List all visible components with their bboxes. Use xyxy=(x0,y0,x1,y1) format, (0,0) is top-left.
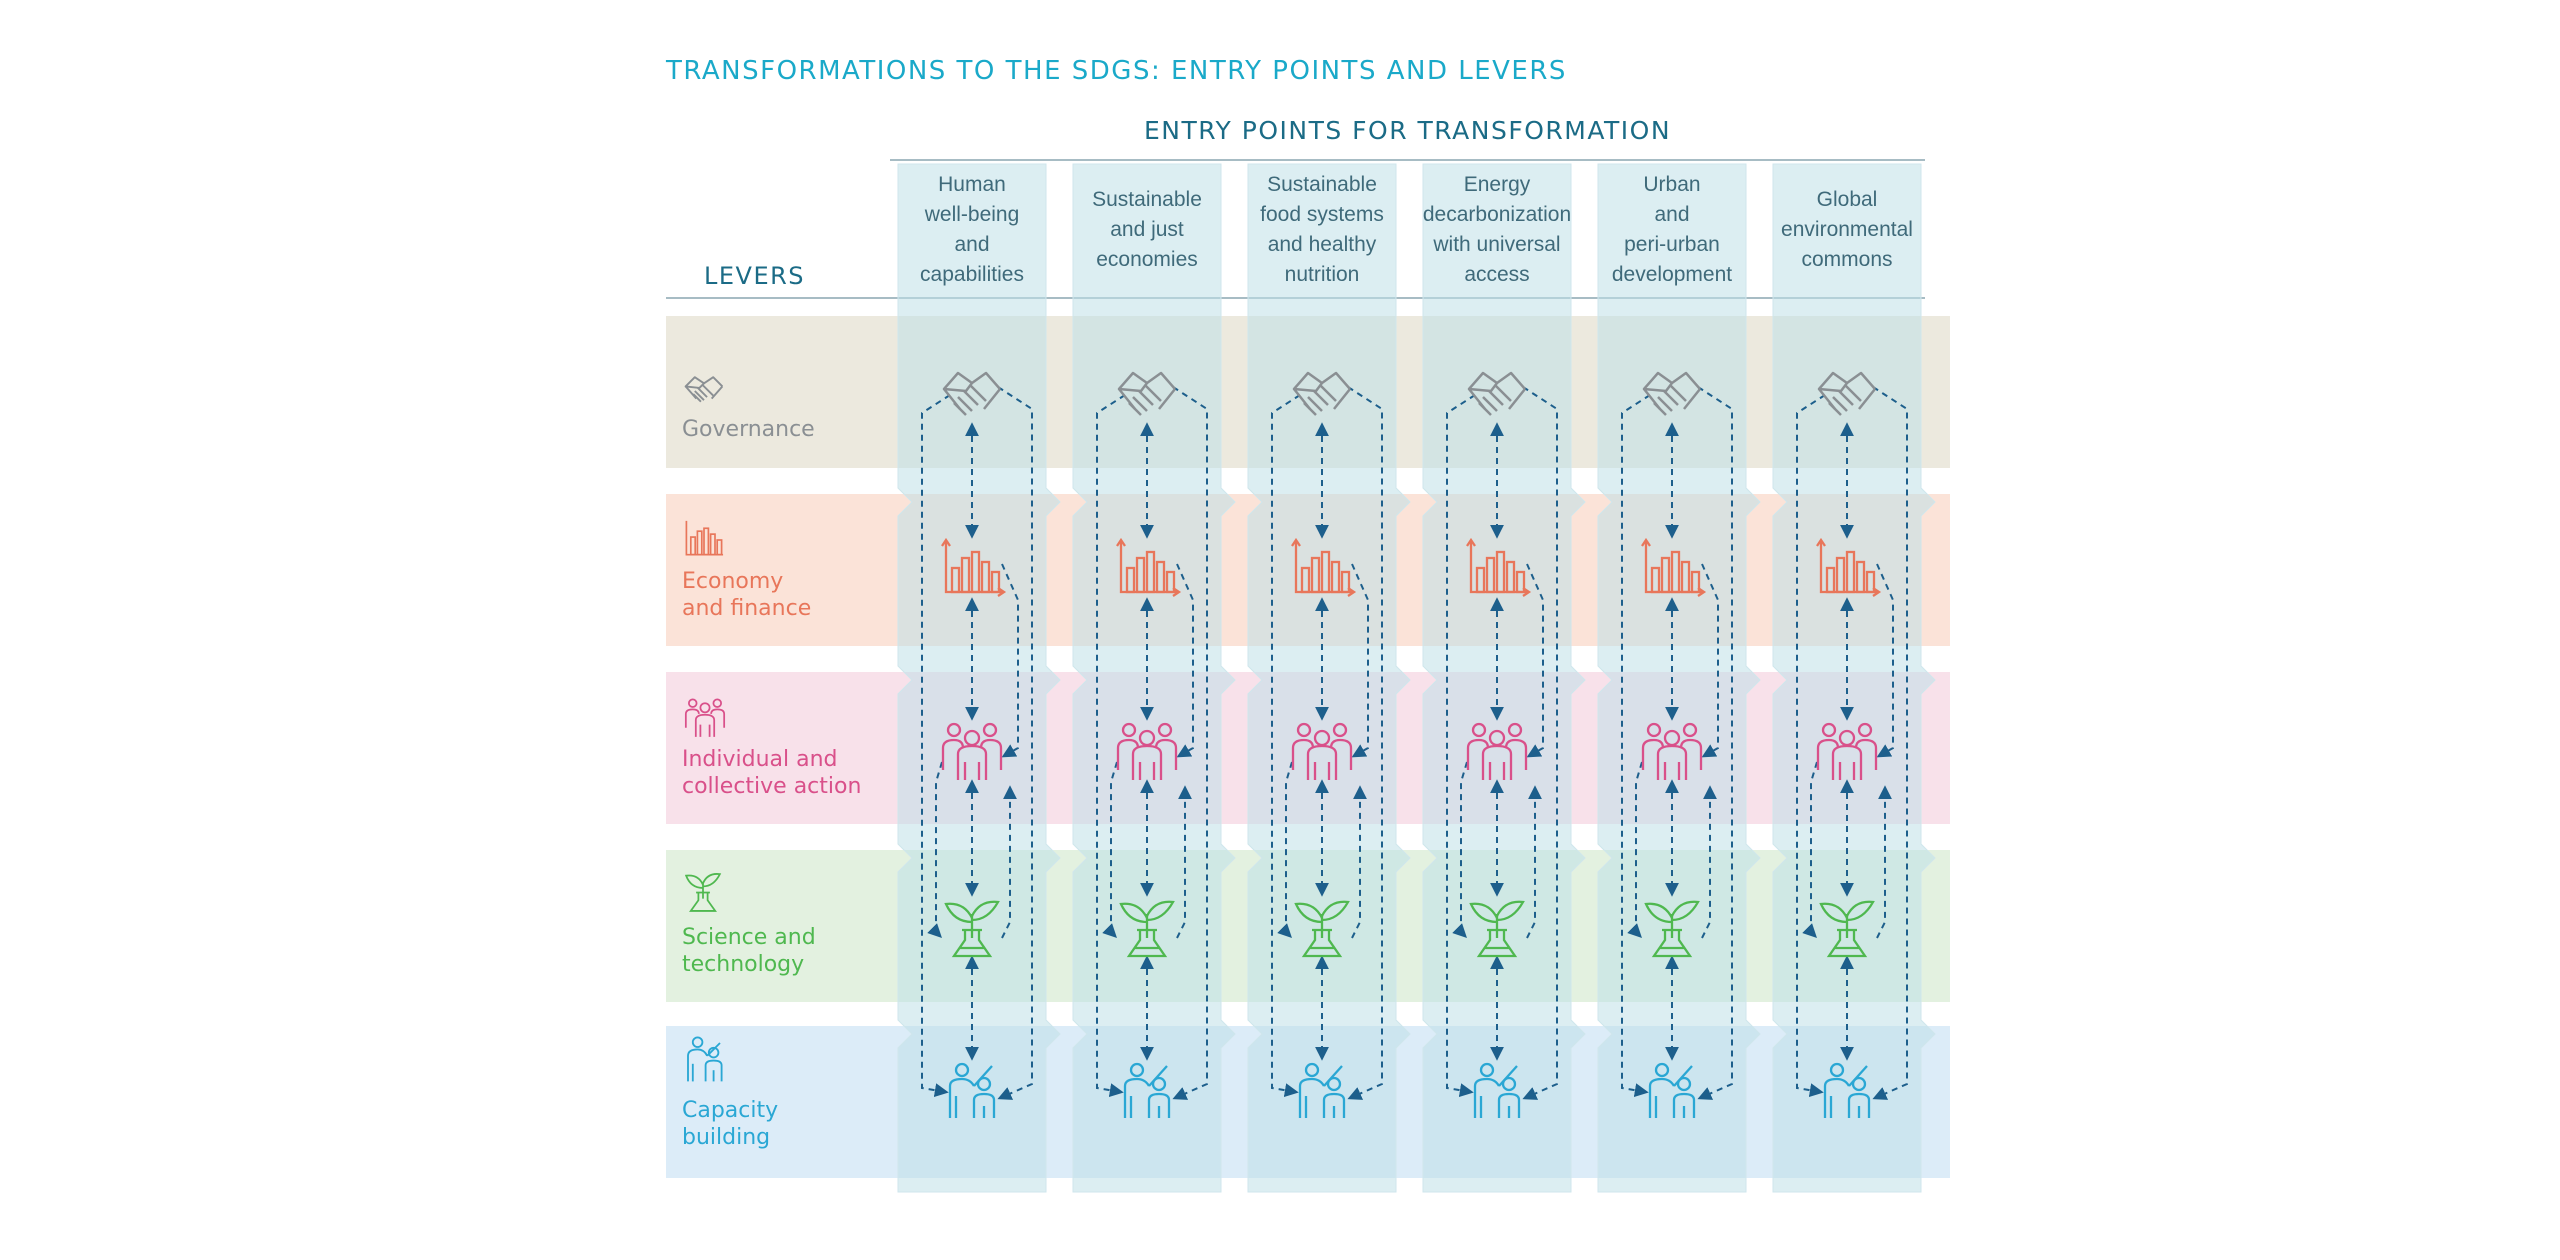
column-6-teacher-student-icon xyxy=(1823,1062,1871,1118)
column-1-bar-chart-icon xyxy=(941,537,1007,597)
column-3-plant-flask-icon xyxy=(1294,900,1350,958)
linkage-arrows-column-3 xyxy=(1271,386,1383,1100)
individual-people-group-icon xyxy=(684,698,726,737)
science-plant-flask-icon xyxy=(684,873,722,912)
column-4-plant-flask-icon xyxy=(1469,900,1525,958)
lever-label-economy: Economy and finance xyxy=(682,569,812,621)
linkage-arrows-column-6 xyxy=(1796,386,1908,1100)
column-1-plant-flask-icon xyxy=(944,900,1000,958)
linkage-arrows-column-5 xyxy=(1621,386,1733,1100)
column-2-handshake-icon xyxy=(1117,371,1176,416)
entry-point-label-4: Energy decarbonization with universal ac… xyxy=(1422,173,1572,286)
column-3-handshake-icon xyxy=(1292,371,1351,416)
column-2-bar-chart-icon xyxy=(1116,537,1182,597)
page-title: TRANSFORMATIONS TO THE SDGS: ENTRY POINT… xyxy=(666,56,1567,86)
column-5-teacher-student-icon xyxy=(1648,1062,1696,1118)
capacity-teacher-student-icon xyxy=(687,1036,723,1082)
levers-title: LEVERS xyxy=(704,262,806,290)
column-6-handshake-icon xyxy=(1817,371,1876,416)
lever-label-capacity: Capacity building xyxy=(682,1098,779,1150)
economy-bar-chart-icon xyxy=(685,520,724,556)
linkage-arrows-column-4 xyxy=(1446,386,1558,1100)
entry-point-label-1: Human well-being and capabilities xyxy=(920,173,1024,286)
lever-label-individual: Individual and collective action xyxy=(682,747,862,799)
column-5-bar-chart-icon xyxy=(1641,537,1707,597)
column-6-people-group-icon xyxy=(1816,722,1878,780)
column-5-people-group-icon xyxy=(1641,722,1703,780)
entry-point-label-5: Urban and peri-urban development xyxy=(1611,173,1733,286)
linkage-arrows-column-1 xyxy=(921,386,1033,1100)
column-3-bar-chart-icon xyxy=(1291,537,1357,597)
column-2-people-group-icon xyxy=(1116,722,1178,780)
column-3-people-group-icon xyxy=(1291,722,1353,780)
column-2-plant-flask-icon xyxy=(1119,900,1175,958)
entry-point-label-2: Sustainable and just economies xyxy=(1092,188,1202,271)
column-1-handshake-icon xyxy=(942,371,1001,416)
column-4-bar-chart-icon xyxy=(1466,537,1532,597)
column-1-teacher-student-icon xyxy=(948,1062,996,1118)
entry-points-title: ENTRY POINTS FOR TRANSFORMATION xyxy=(1143,116,1672,145)
column-4-handshake-icon xyxy=(1467,371,1526,416)
entry-point-label-6: Global environmental commons xyxy=(1781,188,1913,271)
lever-label-governance: Governance xyxy=(682,417,815,442)
column-5-handshake-icon xyxy=(1642,371,1701,416)
entry-point-label-3: Sustainable food systems and healthy nut… xyxy=(1260,173,1384,286)
column-2-teacher-student-icon xyxy=(1123,1062,1171,1118)
column-6-bar-chart-icon xyxy=(1816,537,1882,597)
column-4-people-group-icon xyxy=(1466,722,1528,780)
column-1-people-group-icon xyxy=(941,722,1003,780)
column-4-teacher-student-icon xyxy=(1473,1062,1521,1118)
lever-label-science: Science and technology xyxy=(682,925,816,977)
linkage-arrows-column-2 xyxy=(1096,386,1208,1100)
column-3-teacher-student-icon xyxy=(1298,1062,1346,1118)
column-5-plant-flask-icon xyxy=(1644,900,1700,958)
governance-handshake-icon xyxy=(684,376,724,403)
column-6-plant-flask-icon xyxy=(1819,900,1875,958)
